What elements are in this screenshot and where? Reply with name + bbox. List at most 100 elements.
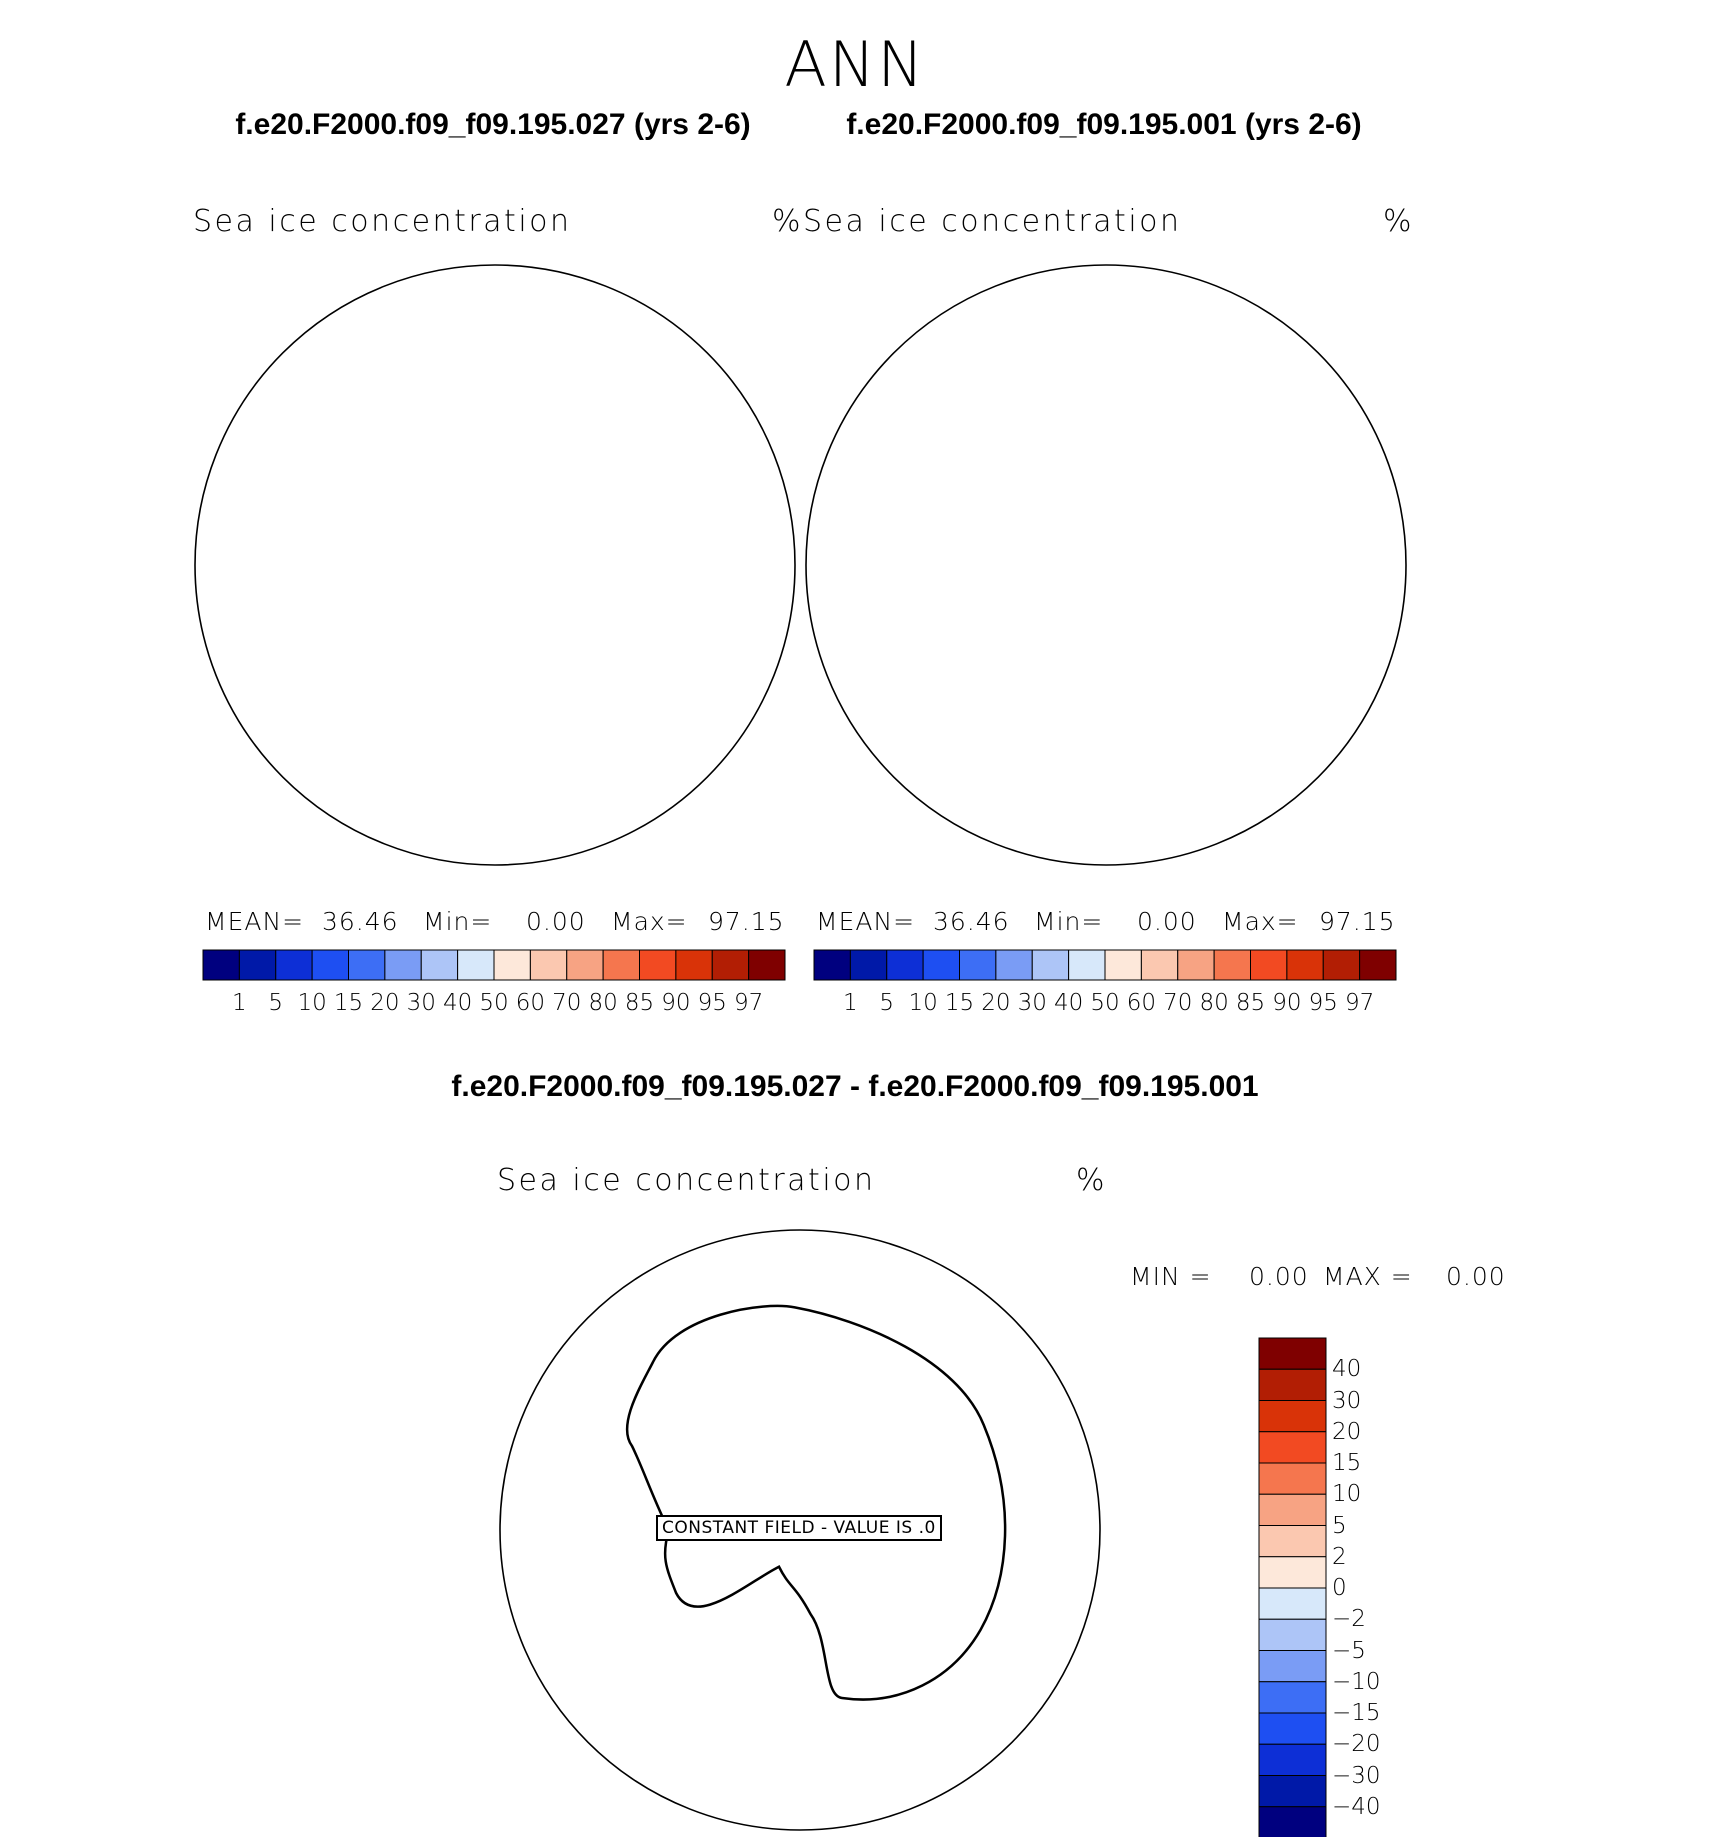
constant-field-label: CONSTANT FIELD - VALUE IS .0 <box>656 1515 942 1541</box>
stat-mean-left: 36.46 <box>322 907 399 936</box>
ice-band-13 <box>373 440 622 685</box>
ice-band-2 <box>253 317 746 802</box>
ice-band-4 <box>886 339 1335 781</box>
colorbar-left-tick: 1 <box>232 990 247 1016</box>
diff-colorbar-tick: 10 <box>1332 1481 1362 1508</box>
colorbar-right-swatch-11 <box>1213 949 1252 981</box>
diff-colorbar-tick: −20 <box>1332 1731 1381 1758</box>
colorbar-right-tick: 5 <box>879 990 895 1016</box>
diff-colorbar-tick: −30 <box>1332 1762 1381 1789</box>
colorbar-right-swatch-5 <box>995 949 1033 981</box>
diff-colorbar-swatch-6 <box>1258 1525 1327 1558</box>
colorbar-left-swatch-0 <box>202 949 240 981</box>
diff-colorbar-swatch-10 <box>1258 1650 1327 1683</box>
ice-hotspot-1 <box>911 382 1001 449</box>
diff-colorbar-tick: −10 <box>1332 1668 1381 1695</box>
diff-colorbar-swatch-7 <box>1258 1556 1327 1589</box>
colorbar-right-swatch-7 <box>1068 949 1106 981</box>
antarctica-land-R <box>941 352 1301 727</box>
ice-band-5 <box>286 350 713 769</box>
colorbar-right-tick: 40 <box>1053 990 1084 1016</box>
stat-mean-right: 36.46 <box>933 907 1010 936</box>
diff-colorbar-swatch-1 <box>1258 1368 1327 1401</box>
diff-colorbar-swatch-5 <box>1258 1493 1327 1526</box>
colorbar-left-swatch-13 <box>675 949 713 981</box>
ice-hotspot-0 <box>892 369 1039 481</box>
colorbar-right-swatch-1 <box>849 949 888 981</box>
ice-band-1 <box>242 305 758 812</box>
colorbar-right-tick: 85 <box>1235 990 1266 1016</box>
antarctica-land-L <box>330 352 690 727</box>
colorbar-right-swatch-14 <box>1322 949 1361 981</box>
ice-band-9 <box>329 395 667 727</box>
ice-hotspot-0 <box>281 369 428 481</box>
colorbar-left-swatch-7 <box>457 949 495 981</box>
colorbar-right-swatch-9 <box>1140 949 1179 981</box>
ice-band-14 <box>995 451 1221 674</box>
ice-band-12 <box>362 429 633 696</box>
colorbar-left-swatch-14 <box>711 949 750 981</box>
ice-band-0 <box>842 294 1380 823</box>
colorbar-right-tick: 97 <box>1344 990 1375 1016</box>
ice-band-11 <box>962 417 1255 705</box>
ice-band-11 <box>351 417 644 705</box>
map-boundary-right <box>805 264 1407 866</box>
ice-field-L <box>231 294 769 823</box>
colorbar-right-swatch-8 <box>1104 949 1142 981</box>
ice-band-7 <box>918 373 1300 749</box>
diff-colorbar-swatch-4 <box>1258 1462 1327 1495</box>
diff-colorbar-tick: −2 <box>1332 1606 1366 1633</box>
case-title-left: f.e20.F2000.f09_f09.195.027 (yrs 2-6) <box>235 108 751 141</box>
colorbar-left-tick: 40 <box>442 990 473 1016</box>
diff-colorbar-swatch-2 <box>1258 1400 1327 1433</box>
diff-colorbar-tick: 30 <box>1332 1387 1362 1414</box>
colorbar-left-tick: 60 <box>515 990 546 1016</box>
colorbar-left-swatch-11 <box>602 949 641 981</box>
stat-mean-label-right: MEAN= <box>816 907 916 936</box>
stat-max-right: 97.15 <box>1319 907 1396 936</box>
ice-band-13 <box>984 440 1233 685</box>
ice-band-5 <box>897 350 1324 769</box>
colorbar-right-tick: 30 <box>1017 990 1047 1016</box>
main-title: ANN <box>784 28 926 101</box>
ice-hotspot-1 <box>300 382 390 449</box>
colorbar-right-tick: 60 <box>1126 990 1157 1016</box>
diff-colorbar-tick: −5 <box>1332 1637 1366 1664</box>
ice-hotspot-3 <box>530 721 609 759</box>
diff-var-label: Sea ice concentration <box>497 1163 876 1198</box>
colorbar-left-tick: 70 <box>552 990 582 1016</box>
diff-colorbar-tick: 2 <box>1332 1543 1347 1570</box>
colorbar-left-swatch-12 <box>639 949 677 981</box>
colorbar-left-tick: 85 <box>624 990 655 1016</box>
colorbar-right-swatch-3 <box>922 949 961 981</box>
var-label-right: Sea ice concentration <box>803 204 1182 239</box>
stat-min-left: 0.00 <box>526 907 586 936</box>
ice-band-10 <box>340 406 656 716</box>
colorbar-right-tick: 80 <box>1199 990 1229 1016</box>
diff-colorbar-tick: −40 <box>1332 1793 1381 1820</box>
var-label-left: Sea ice concentration <box>193 204 572 239</box>
colorbar-left-swatch-15 <box>748 949 786 981</box>
colorbar-right-tick: 70 <box>1163 990 1193 1016</box>
colorbar-right-tick: 10 <box>908 990 938 1016</box>
ice-band-3 <box>875 328 1346 791</box>
colorbar-left-swatch-5 <box>384 949 422 981</box>
colorbar-left-swatch-10 <box>566 949 604 981</box>
ice-band-6 <box>908 361 1313 759</box>
diff-land-outline <box>625 1304 1007 1701</box>
colorbar-right-swatch-12 <box>1250 949 1288 981</box>
colorbar-right-swatch-0 <box>813 949 851 981</box>
ice-band-2 <box>864 317 1357 802</box>
colorbar-left-swatch-2 <box>275 949 313 981</box>
colorbar-right-tick: 50 <box>1090 990 1120 1016</box>
colorbar-left-tick: 30 <box>406 990 436 1016</box>
colorbar-left-swatch-4 <box>348 949 386 981</box>
colorbar-left-swatch-3 <box>311 949 350 981</box>
stat-mean-label-left: MEAN= <box>205 907 305 936</box>
ice-band-3 <box>264 328 735 791</box>
units-left: % <box>772 204 804 239</box>
diff-colorbar-swatch-0 <box>1258 1337 1327 1370</box>
colorbar-right-tick: 90 <box>1272 990 1302 1016</box>
stat-min-right: 0.00 <box>1137 907 1197 936</box>
colorbar-right-tick: 20 <box>981 990 1011 1016</box>
